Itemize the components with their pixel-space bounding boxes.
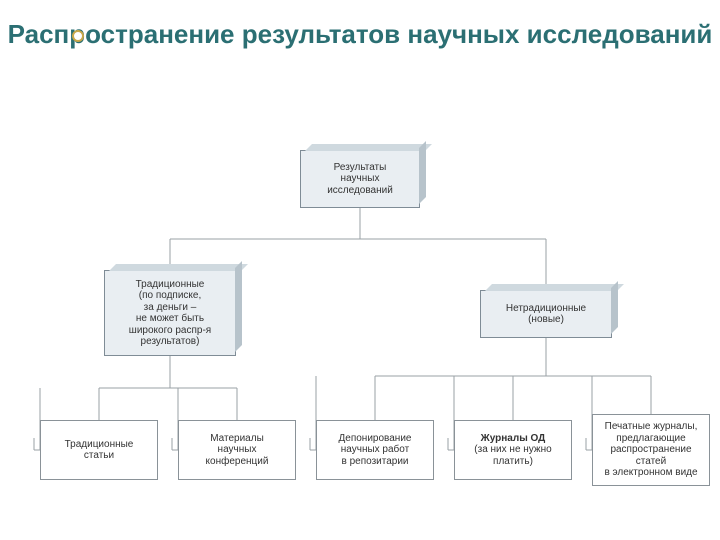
node-nontrad: Нетрадиционные (новые) [480, 290, 612, 338]
node-l3: Депонирование научных работ в репозитари… [316, 420, 434, 480]
node-l4: Журналы ОД(за них не нужноплатить) [454, 420, 572, 480]
slide-title: Распространение результатов научных иссл… [0, 0, 720, 51]
node-trad: Традиционные (по подписке, за деньги – н… [104, 270, 236, 356]
node-l5: Печатные журналы, предлагающие распростр… [592, 414, 710, 486]
node-l2: Материалы научных конференций [178, 420, 296, 480]
node-root: Результаты научных исследований [300, 150, 420, 208]
node-l1: Традиционные статьи [40, 420, 158, 480]
title-bullet [72, 30, 84, 42]
